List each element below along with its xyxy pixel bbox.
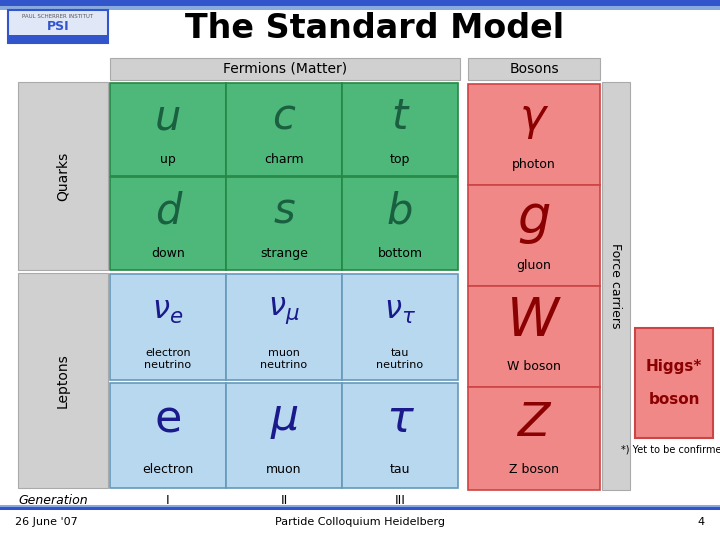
Bar bbox=[226, 383, 342, 488]
Text: bottom: bottom bbox=[377, 247, 423, 260]
Text: Z boson: Z boson bbox=[509, 463, 559, 476]
Text: $\nu_\mu$: $\nu_\mu$ bbox=[268, 296, 300, 326]
Bar bbox=[226, 83, 342, 176]
Text: charm: charm bbox=[264, 153, 304, 166]
Bar bbox=[468, 387, 600, 490]
Text: $\tau$: $\tau$ bbox=[385, 399, 415, 441]
Text: Fermions (Matter): Fermions (Matter) bbox=[223, 62, 347, 76]
Text: 4: 4 bbox=[698, 517, 705, 527]
Text: t: t bbox=[392, 97, 408, 138]
Bar bbox=[0, 0, 720, 6]
Text: II: II bbox=[280, 494, 287, 507]
Text: top: top bbox=[390, 153, 410, 166]
Text: muon: muon bbox=[266, 463, 302, 476]
Text: The Standard Model: The Standard Model bbox=[186, 11, 564, 44]
Bar bbox=[226, 274, 342, 380]
Bar bbox=[635, 328, 713, 438]
Bar bbox=[18, 273, 108, 488]
Text: $W$: $W$ bbox=[506, 295, 562, 347]
Text: Force carriers: Force carriers bbox=[610, 243, 623, 329]
Text: III: III bbox=[395, 494, 405, 507]
Bar bbox=[602, 82, 630, 490]
Text: electron: electron bbox=[143, 463, 194, 476]
Text: gluon: gluon bbox=[516, 259, 552, 272]
Bar bbox=[110, 83, 226, 176]
Text: $g$: $g$ bbox=[517, 194, 551, 246]
Text: b: b bbox=[387, 191, 413, 232]
Text: 26 June '07: 26 June '07 bbox=[15, 517, 78, 527]
Text: Quarks: Quarks bbox=[56, 151, 70, 201]
Bar bbox=[342, 383, 458, 488]
Text: Leptons: Leptons bbox=[56, 353, 70, 408]
Bar bbox=[110, 58, 460, 80]
Text: Bosons: Bosons bbox=[509, 62, 559, 76]
Bar bbox=[110, 177, 226, 270]
Bar bbox=[342, 274, 458, 380]
Text: Generation: Generation bbox=[18, 494, 88, 507]
Text: $\nu_e$: $\nu_e$ bbox=[153, 296, 184, 326]
Bar bbox=[468, 286, 600, 387]
Text: electron
neutrino: electron neutrino bbox=[145, 348, 192, 370]
Text: $\mu$: $\mu$ bbox=[269, 399, 299, 441]
Bar bbox=[8, 35, 108, 43]
Text: PAUL SCHERRER INSTITUT: PAUL SCHERRER INSTITUT bbox=[22, 14, 94, 18]
Text: strange: strange bbox=[260, 247, 308, 260]
Text: tau: tau bbox=[390, 463, 410, 476]
Text: u: u bbox=[155, 97, 181, 138]
Bar bbox=[110, 383, 226, 488]
Bar bbox=[226, 177, 342, 270]
Bar bbox=[342, 83, 458, 176]
Text: PSI: PSI bbox=[47, 21, 69, 33]
Text: down: down bbox=[151, 247, 185, 260]
Bar bbox=[110, 274, 226, 380]
Bar bbox=[0, 505, 720, 507]
Text: $\gamma$: $\gamma$ bbox=[519, 98, 549, 141]
Text: d: d bbox=[155, 191, 181, 232]
Text: tau
neutrino: tau neutrino bbox=[377, 348, 423, 370]
Text: e: e bbox=[154, 399, 181, 441]
Text: $\nu_\tau$: $\nu_\tau$ bbox=[384, 296, 416, 326]
Text: muon
neutrino: muon neutrino bbox=[261, 348, 307, 370]
Bar bbox=[0, 507, 720, 510]
Bar bbox=[468, 58, 600, 80]
Text: I: I bbox=[166, 494, 170, 507]
Text: Partide Colloquium Heidelberg: Partide Colloquium Heidelberg bbox=[275, 517, 445, 527]
Text: W boson: W boson bbox=[507, 360, 561, 373]
Text: c: c bbox=[273, 97, 295, 138]
Text: Higgs*: Higgs* bbox=[646, 359, 702, 374]
Bar bbox=[468, 185, 600, 286]
Bar bbox=[18, 82, 108, 270]
Bar bbox=[0, 6, 720, 10]
Text: boson: boson bbox=[648, 392, 700, 407]
Text: s: s bbox=[273, 191, 294, 232]
Bar bbox=[342, 177, 458, 270]
Text: photon: photon bbox=[512, 158, 556, 171]
Text: *) Yet to be confirmed: *) Yet to be confirmed bbox=[621, 445, 720, 455]
Text: $Z$: $Z$ bbox=[516, 401, 552, 446]
Text: up: up bbox=[160, 153, 176, 166]
Bar bbox=[468, 84, 600, 185]
Bar bbox=[8, 10, 108, 43]
